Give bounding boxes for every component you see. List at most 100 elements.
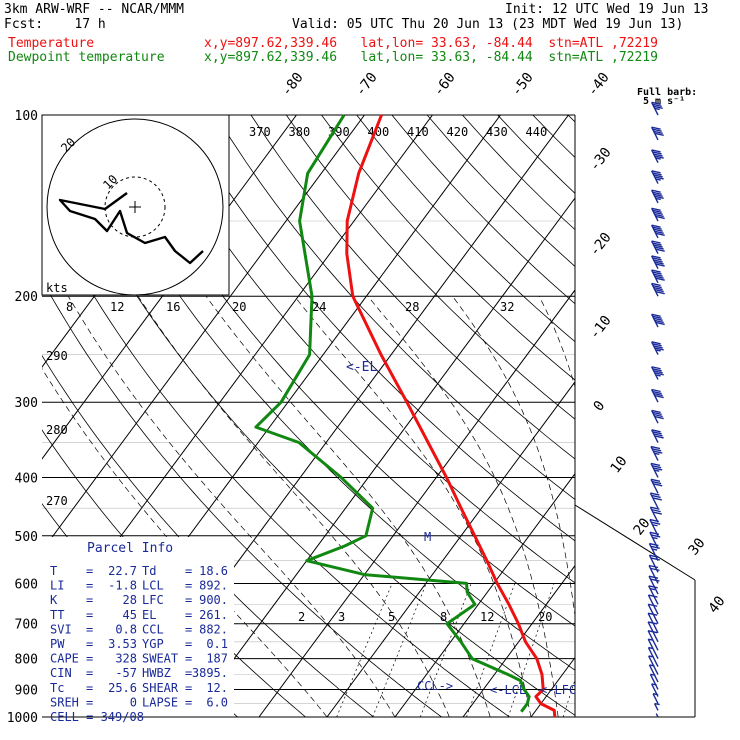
mixing-ratio-label: 2	[298, 610, 305, 624]
isotherm-label: -80	[279, 70, 307, 100]
isotherm-label: -70	[353, 70, 381, 100]
parcel-equals: =	[86, 564, 93, 578]
parcel-param-value: 18.6	[199, 564, 228, 578]
moist-adiabat	[67, 296, 396, 717]
wind-barb	[651, 409, 664, 424]
parcel-param-value: 45	[123, 608, 137, 622]
mixing-ratio-label: 12	[110, 300, 124, 314]
parcel-equals: =	[185, 681, 192, 695]
lcl-marker: <-LCL	[490, 683, 526, 697]
wind-barb	[651, 224, 665, 239]
wind-barb	[648, 575, 660, 595]
parcel-param-name: PW	[50, 637, 65, 651]
pressure-label: 900	[15, 683, 38, 698]
isotherm-line	[42, 115, 365, 552]
parcel-equals: =	[86, 608, 93, 622]
parcel-param-value: 892.	[199, 579, 228, 593]
isotherm-label: -60	[431, 70, 459, 100]
wind-barb	[651, 101, 663, 116]
parcel-equals: =	[185, 593, 192, 607]
hodograph-kts-label: kts	[46, 281, 68, 295]
parcel-param-name: T	[50, 564, 57, 578]
parcel-equals: =	[86, 666, 93, 680]
parcel-info-title: Parcel Info	[87, 541, 173, 556]
hodograph-ring	[104, 176, 166, 238]
theta-label: 390	[328, 125, 350, 139]
init-time: Init: 12 UTC Wed 19 Jun 13	[505, 2, 709, 17]
mixing-ratio-line	[336, 583, 393, 717]
parcel-param-value: 0	[130, 695, 137, 709]
parcel-equals: =	[86, 695, 93, 709]
theta-label: 270	[46, 494, 68, 508]
mixing-ratio-label: 8	[66, 300, 73, 314]
hodograph-ring	[46, 118, 224, 296]
model-title: 3km ARW-WRF -- NCAR/MMM	[4, 2, 185, 17]
isotherm-line	[326, 381, 575, 717]
wind-barb	[647, 594, 659, 615]
parcel-param-name: YGP	[142, 637, 164, 651]
parcel-param-value: 882.	[199, 622, 228, 636]
parcel-equals: =	[86, 579, 93, 593]
mixing-ratio-label: 5	[388, 610, 395, 624]
parcel-param-value: 0.1	[206, 637, 228, 651]
forecast-hour: Fcst: 17 h	[4, 17, 106, 32]
parcel-param-value: 187	[206, 652, 228, 666]
mixing-ratio-line	[372, 583, 427, 717]
isotherm-line	[258, 289, 575, 717]
lfc-marker: <-LFC	[540, 683, 576, 697]
parcel-param-name: SWEAT	[142, 652, 178, 666]
parcel-param-name: SHEAR	[142, 681, 179, 695]
mixing-ratio-label: 8	[440, 610, 447, 624]
parcel-equals: =	[185, 695, 192, 709]
parcel-param-value: -57	[115, 666, 137, 680]
parcel-equals: =	[86, 593, 93, 607]
dry-adiabat	[321, 115, 575, 381]
wind-barb	[651, 207, 665, 222]
wind-barb	[650, 478, 663, 494]
wind-barb	[651, 149, 664, 163]
pressure-label: 300	[15, 396, 38, 411]
moist-adiabat	[367, 295, 559, 717]
wind-barb	[648, 554, 660, 573]
parcel-info-box	[42, 537, 234, 717]
pressure-label: 700	[15, 618, 38, 633]
parcel-equals: =	[185, 564, 192, 578]
barb-key-title: Full barb:	[637, 87, 697, 98]
wind-barb	[655, 713, 659, 718]
parcel-param-name: HWBZ	[142, 666, 171, 680]
wind-barb	[651, 170, 664, 184]
parcel-param-name: EL	[142, 608, 156, 622]
parcel-equals: =	[185, 608, 192, 622]
parcel-param-name: CAPE	[50, 652, 79, 666]
parcel-equals: =	[185, 652, 192, 666]
parcel-param-name: LCL	[142, 579, 164, 593]
dry-adiabat	[285, 115, 575, 420]
hodograph-trace	[58, 192, 204, 265]
dry-adiabat	[145, 115, 575, 584]
barb-box-edge	[574, 504, 696, 581]
parcel-param-name: SVI	[50, 622, 72, 636]
barb-column	[575, 115, 740, 740]
wind-barb	[651, 240, 665, 255]
theta-label: 410	[407, 125, 429, 139]
parcel-param-name: LFC	[142, 593, 164, 607]
wind-barb	[651, 126, 664, 141]
wind-barb	[651, 189, 664, 204]
wind-barb	[649, 492, 662, 509]
moist-adiabat	[452, 295, 575, 619]
el-marker: <-EL	[346, 360, 377, 375]
isotherm-line	[462, 564, 575, 717]
parcel-param-value: 25.6	[108, 681, 137, 695]
parcel-equals: =	[86, 637, 93, 651]
mixing-ratio-label: 16	[166, 300, 180, 314]
parcel-cell: CELL = 349/08	[50, 710, 144, 724]
wind-barb	[651, 366, 664, 380]
temperature-location: x,y=897.62,339.46 lat,lon= 33.63, -84.44…	[204, 36, 658, 51]
dry-adiabat	[180, 115, 575, 542]
parcel-param-value: 22.7	[108, 564, 137, 578]
pressure-label: 600	[15, 577, 38, 592]
wind-barb	[651, 313, 665, 328]
wind-barb	[650, 462, 663, 478]
mixing-ratio-label: 28	[405, 300, 419, 314]
